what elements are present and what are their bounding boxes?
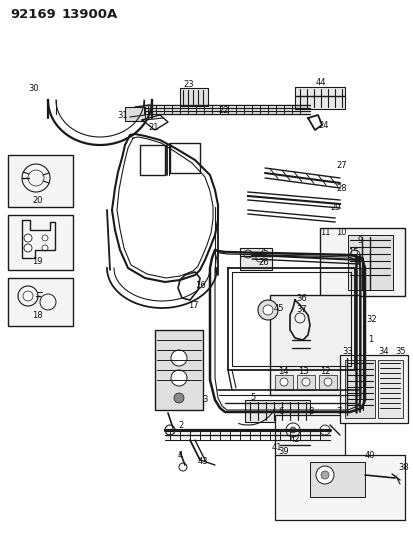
Text: 40: 40	[364, 450, 375, 459]
Text: 24: 24	[317, 120, 328, 130]
Text: 18: 18	[32, 311, 43, 319]
Bar	[8, 278, 73, 326]
Bar	[347, 235, 392, 290]
Text: 30: 30	[28, 84, 38, 93]
Text: 36: 36	[295, 294, 306, 303]
Text: 45: 45	[273, 303, 284, 312]
Circle shape	[24, 234, 32, 242]
Text: 23: 23	[183, 79, 193, 88]
Circle shape	[279, 440, 289, 450]
Circle shape	[24, 244, 32, 252]
Bar	[154, 330, 202, 410]
Text: 28: 28	[335, 183, 346, 192]
Text: 13900A: 13900A	[62, 8, 118, 21]
Bar	[125, 107, 145, 121]
Text: 15: 15	[347, 247, 358, 256]
Circle shape	[290, 441, 298, 449]
Text: 10: 10	[335, 228, 346, 237]
Bar	[180, 88, 207, 106]
Text: 92169: 92169	[10, 8, 56, 21]
Circle shape	[262, 305, 272, 315]
Text: 16: 16	[195, 280, 205, 289]
Text: 37: 37	[295, 305, 306, 314]
Text: 6: 6	[277, 408, 282, 416]
Bar	[269, 295, 359, 395]
Circle shape	[255, 254, 263, 262]
Text: 5: 5	[249, 393, 255, 402]
Bar	[274, 415, 344, 457]
Circle shape	[243, 250, 252, 258]
Text: 39: 39	[277, 448, 288, 456]
Circle shape	[42, 245, 48, 251]
Text: 2: 2	[178, 421, 183, 430]
Circle shape	[42, 235, 48, 241]
Bar	[344, 360, 374, 418]
Text: 13: 13	[297, 367, 308, 376]
Text: 29: 29	[329, 203, 339, 212]
Circle shape	[323, 378, 331, 386]
Bar	[294, 87, 344, 109]
Text: 12: 12	[319, 367, 330, 376]
Bar	[274, 375, 292, 390]
Bar	[309, 462, 364, 497]
Bar	[296, 375, 314, 390]
Bar	[244, 400, 309, 422]
Bar	[377, 360, 402, 418]
Bar	[240, 248, 271, 270]
Circle shape	[173, 393, 183, 403]
Text: 19: 19	[32, 256, 43, 265]
Text: 42: 42	[289, 435, 300, 445]
Text: 41: 41	[271, 443, 282, 453]
Text: 17: 17	[188, 301, 198, 310]
Text: 33: 33	[341, 348, 352, 357]
Text: 34: 34	[377, 348, 388, 357]
Text: 20: 20	[32, 196, 43, 205]
Circle shape	[289, 427, 295, 433]
Bar	[8, 155, 73, 207]
Circle shape	[349, 250, 359, 260]
Text: 7: 7	[335, 408, 341, 416]
Text: 31: 31	[117, 110, 128, 119]
Circle shape	[301, 378, 309, 386]
Text: 8: 8	[307, 408, 313, 416]
Circle shape	[315, 466, 333, 484]
Bar	[318, 375, 336, 390]
Text: 9: 9	[357, 236, 362, 245]
Text: 44: 44	[315, 77, 326, 86]
Circle shape	[279, 378, 287, 386]
Circle shape	[320, 471, 328, 479]
Text: 27: 27	[335, 160, 346, 169]
Text: 26: 26	[257, 257, 268, 266]
Text: 4: 4	[178, 450, 183, 459]
Text: 43: 43	[197, 457, 208, 466]
Circle shape	[171, 370, 187, 386]
Text: 22: 22	[218, 106, 228, 115]
Bar	[274, 455, 404, 520]
Text: 11: 11	[319, 228, 330, 237]
Circle shape	[319, 425, 329, 435]
Bar	[8, 215, 73, 270]
Text: 14: 14	[277, 367, 288, 376]
Text: 25: 25	[257, 247, 268, 256]
Bar	[339, 355, 407, 423]
Circle shape	[285, 423, 299, 437]
Text: 3: 3	[202, 395, 207, 405]
Circle shape	[257, 300, 277, 320]
Bar	[319, 228, 404, 296]
Text: 32: 32	[365, 316, 376, 325]
Circle shape	[171, 350, 187, 366]
Text: 1: 1	[367, 335, 373, 344]
Text: 35: 35	[394, 348, 405, 357]
Text: 38: 38	[397, 464, 408, 472]
Text: 21: 21	[147, 123, 158, 132]
